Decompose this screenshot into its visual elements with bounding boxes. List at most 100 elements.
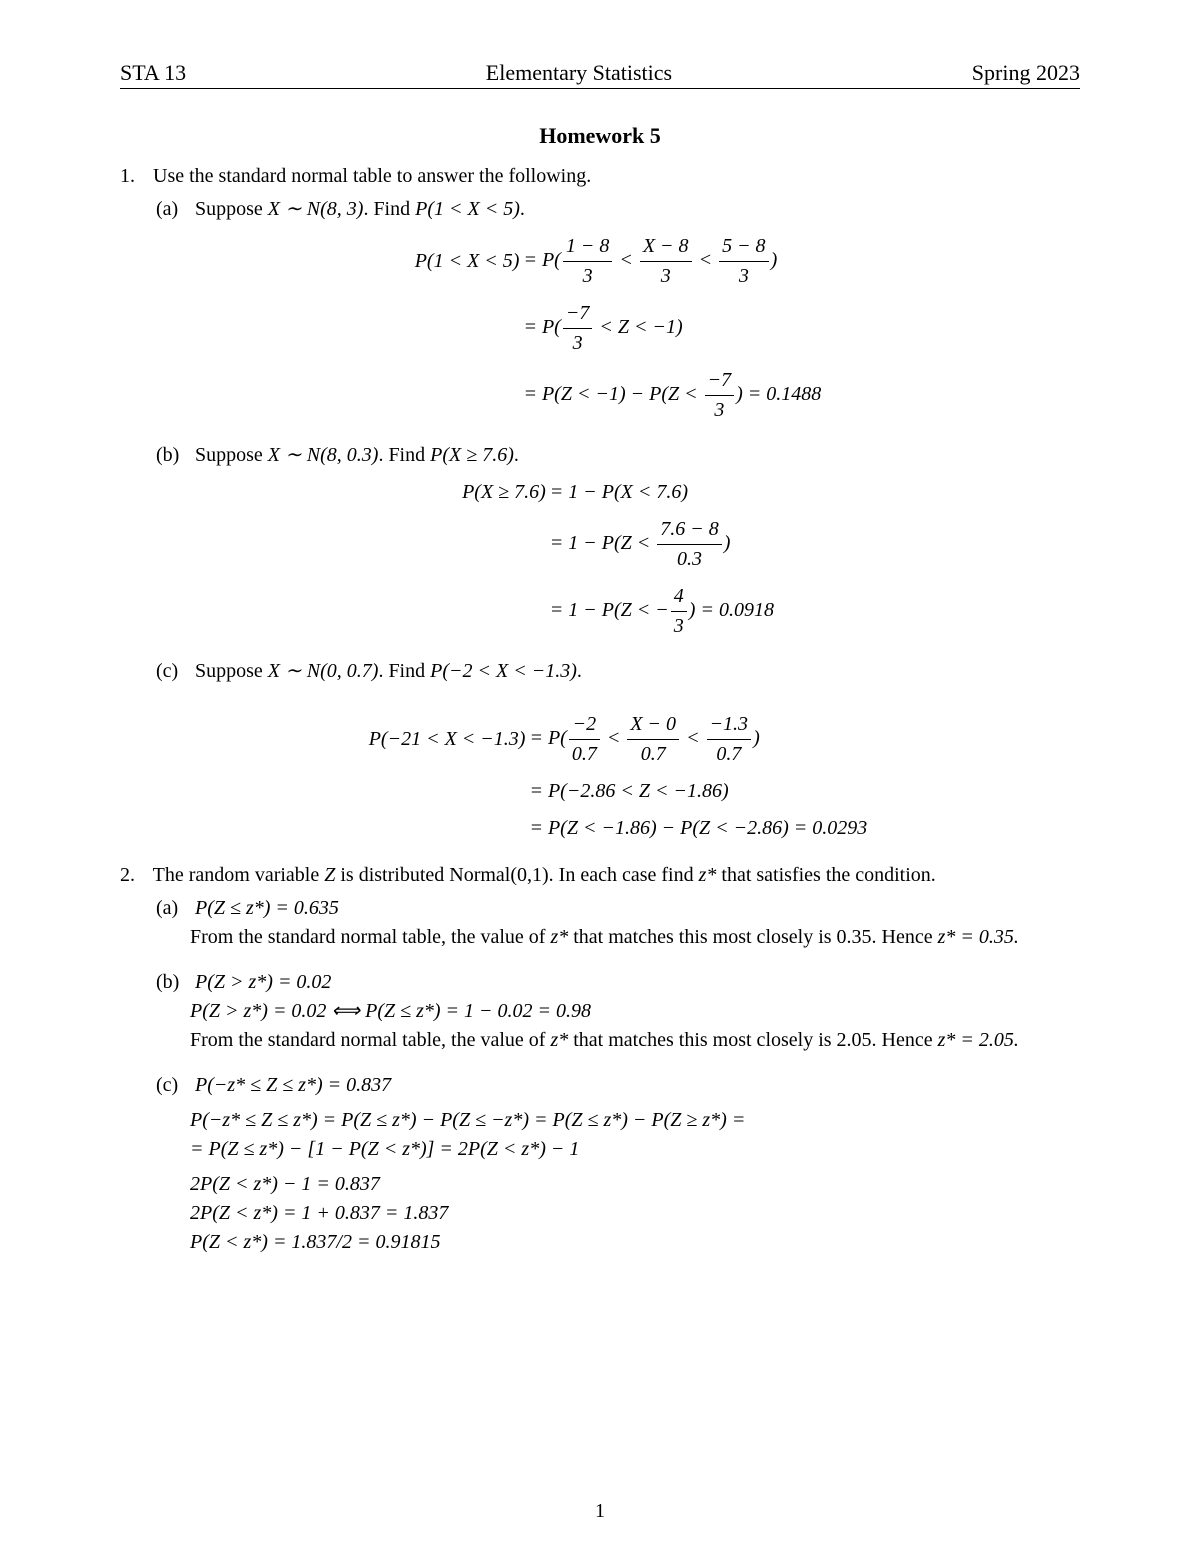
frac-num: −7: [705, 367, 735, 396]
text: = 1 − P(Z <: [550, 532, 656, 554]
math-expr: P(X ≥ 7.6): [430, 444, 514, 466]
subpart-prompt: Suppose X ∼ N(8, 0.3). Find P(X ≥ 7.6).: [195, 444, 519, 466]
problem-text: The random variable Z is distributed Nor…: [153, 864, 936, 886]
equation-line: = P(Z ≤ z*) − [1 − P(Z < z*)] = 2P(Z < z…: [190, 1136, 1080, 1163]
problem-number: 1.: [120, 163, 148, 190]
eq-rhs: = 1 − P(Z < −43) = 0.0918: [550, 583, 774, 640]
text: Suppose: [195, 660, 268, 682]
frac-den: 0.7: [569, 740, 600, 768]
eq-lhs: P(−21 < X < −1.3): [369, 726, 526, 753]
text: = P(: [529, 727, 566, 749]
text: Suppose: [195, 198, 268, 220]
math-expr: z*: [550, 1029, 568, 1051]
frac-num: −7: [563, 300, 593, 329]
frac-den: 3: [671, 612, 687, 640]
equation-line: 2P(Z < z*) − 1 = 0.837: [190, 1171, 1080, 1198]
answer-text: From the standard normal table, the valu…: [190, 924, 1080, 951]
problem-1a: (a) Suppose X ∼ N(8, 3). Find P(1 < X < …: [156, 196, 1080, 424]
equation-line: P(Z > z*) = 0.02 ⟺ P(Z ≤ z*) = 1 − 0.02 …: [190, 998, 1080, 1025]
eq-rhs: = P(Z < −1.86) − P(Z < −2.86) = 0.0293: [529, 815, 867, 842]
text: = 1 − P(Z < −: [550, 599, 669, 621]
text: From the standard normal table, the valu…: [190, 926, 550, 948]
frac-den: 3: [705, 396, 735, 424]
text: ): [753, 727, 760, 749]
eq-rhs: = P(−73 < Z < −1): [523, 300, 821, 357]
text: . Find: [378, 660, 430, 682]
text: . Find: [378, 444, 430, 466]
equation-block: P(X ≥ 7.6) = 1 − P(X < 7.6) = 1 − P(Z < …: [156, 479, 1080, 640]
frac-den: 3: [563, 262, 613, 290]
equation-line: P(−z* ≤ Z ≤ z*) = P(Z ≤ z*) − P(Z ≤ −z*)…: [190, 1107, 1080, 1134]
page-number: 1: [595, 1500, 605, 1523]
text: is distributed Normal(0,1). In each case…: [335, 864, 698, 886]
math-expr: X ∼ N(8, 3): [268, 198, 364, 220]
eq-rhs: = P(1 − 83 < X − 83 < 5 − 83): [523, 233, 821, 290]
math-expr: z*: [550, 926, 568, 948]
problem-1c: (c) Suppose X ∼ N(0, 0.7). Find P(−2 < X…: [156, 658, 1080, 842]
subpart-label: (c): [156, 1072, 190, 1099]
problem-text: Use the standard normal table to answer …: [153, 165, 591, 187]
eq-lhs: P(1 < X < 5): [415, 248, 520, 275]
problem-number: 2.: [120, 862, 148, 889]
text: = P(: [523, 316, 560, 338]
frac-num: 5 − 8: [719, 233, 769, 262]
text: The random variable: [153, 864, 325, 886]
equation-block: P(1 < X < 5) = P(1 − 83 < X − 83 < 5 − 8…: [156, 233, 1080, 424]
frac-den: 0.3: [657, 545, 722, 573]
problem-2c: (c) P(−z* ≤ Z ≤ z*) = 0.837 P(−z* ≤ Z ≤ …: [156, 1072, 1080, 1256]
text: <: [614, 249, 638, 271]
eq-lhs: P(X ≥ 7.6): [462, 479, 546, 506]
frac-num: X − 0: [627, 711, 679, 740]
text: that matches this most closely is 2.05. …: [568, 1029, 937, 1051]
eq-rhs: = 1 − P(Z < 7.6 − 80.3): [550, 516, 774, 573]
problem-1b: (b) Suppose X ∼ N(8, 0.3). Find P(X ≥ 7.…: [156, 442, 1080, 640]
text: = P(Z < −1) − P(Z <: [523, 383, 702, 405]
frac-num: −2: [569, 711, 600, 740]
text: ) = 0.1488: [736, 383, 821, 405]
math-expr: Z: [324, 864, 335, 886]
text: that satisfies the condition.: [716, 864, 935, 886]
frac-num: 1 − 8: [563, 233, 613, 262]
text: ) = 0.0918: [689, 599, 774, 621]
page: STA 13 Elementary Statistics Spring 2023…: [0, 0, 1200, 1553]
subpart-label: (b): [156, 442, 190, 469]
answer-text: From the standard normal table, the valu…: [190, 1027, 1080, 1054]
math-expr: z* = 0.35.: [938, 926, 1019, 948]
text: Suppose: [195, 444, 268, 466]
subpart-prompt: Suppose X ∼ N(0, 0.7). Find P(−2 < X < −…: [195, 660, 582, 682]
math-expr: P(1 < X < 5): [415, 198, 520, 220]
math-expr: X ∼ N(8, 0.3): [268, 444, 379, 466]
subpart-label: (a): [156, 196, 190, 223]
subpart-prompt: Suppose X ∼ N(8, 3). Find P(1 < X < 5).: [195, 198, 525, 220]
text: <: [681, 727, 705, 749]
text: <: [694, 249, 718, 271]
page-header: STA 13 Elementary Statistics Spring 2023: [120, 60, 1080, 89]
text: ): [724, 532, 731, 554]
eq-rhs: = P(Z < −1) − P(Z < −73) = 0.1488: [523, 367, 821, 424]
condition: P(Z ≤ z*) = 0.635: [195, 897, 339, 919]
frac-num: 7.6 − 8: [657, 516, 722, 545]
equation-line: P(Z < z*) = 1.837/2 = 0.91815: [190, 1229, 1080, 1256]
math-expr: z* = 2.05.: [938, 1029, 1019, 1051]
equation-block: P(−21 < X < −1.3) = P(−20.7 < X − 00.7 <…: [156, 711, 1080, 842]
equation-line: 2P(Z < z*) = 1 + 0.837 = 1.837: [190, 1200, 1080, 1227]
text: < Z < −1): [594, 316, 682, 338]
text: . Find: [363, 198, 415, 220]
frac-den: 3: [563, 329, 593, 357]
frac-den: 3: [640, 262, 692, 290]
text: From the standard normal table, the valu…: [190, 1029, 550, 1051]
frac-num: −1.3: [707, 711, 752, 740]
frac-den: 3: [719, 262, 769, 290]
text: <: [602, 727, 626, 749]
homework-title: Homework 5: [120, 123, 1080, 149]
text: = P(: [523, 249, 560, 271]
eq-rhs: = P(−2.86 < Z < −1.86): [529, 778, 867, 805]
course-title: Elementary Statistics: [486, 60, 672, 86]
subpart-label: (c): [156, 658, 190, 685]
text: that matches this most closely is 0.35. …: [568, 926, 937, 948]
problem-2: 2. The random variable Z is distributed …: [120, 862, 1080, 1256]
condition: P(Z > z*) = 0.02: [195, 971, 331, 993]
eq-rhs: = P(−20.7 < X − 00.7 < −1.30.7): [529, 711, 867, 768]
problem-2a: (a) P(Z ≤ z*) = 0.635 From the standard …: [156, 895, 1080, 951]
frac-den: 0.7: [627, 740, 679, 768]
